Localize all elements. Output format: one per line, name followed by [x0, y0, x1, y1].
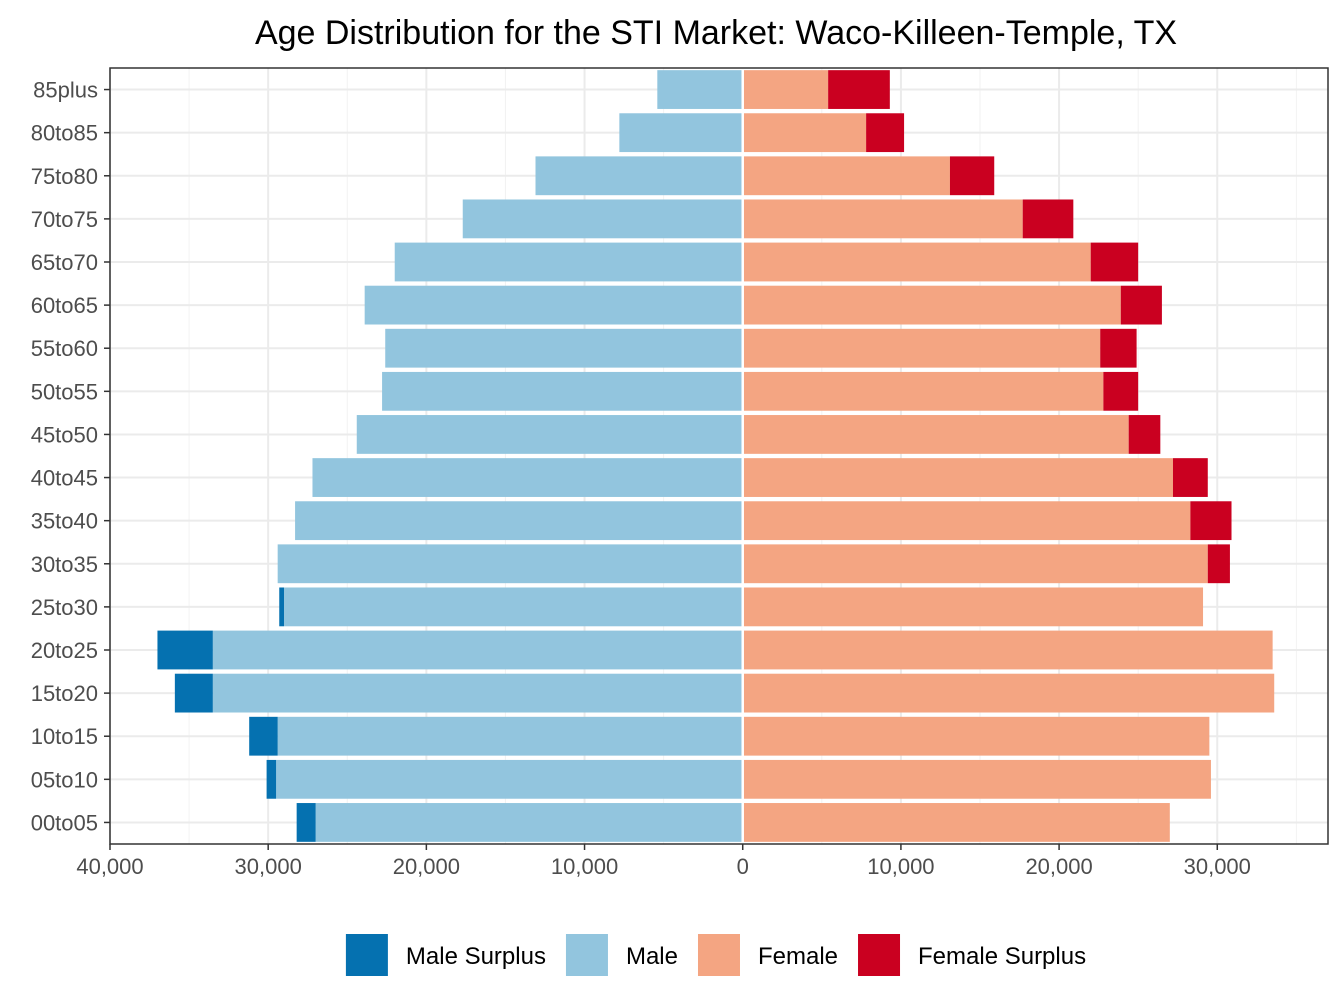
bar-male-50to55 [382, 371, 743, 411]
y-tick-label: 45to50 [31, 422, 98, 447]
bar-male-85plus [657, 70, 743, 109]
bar-female-45to50 [742, 415, 1129, 454]
y-tick-label: 70to75 [31, 207, 98, 232]
bar-female-75to80 [742, 156, 950, 196]
bar-female-surplus-55to60 [1100, 328, 1137, 368]
bar-female-surplus-50to55 [1103, 371, 1139, 411]
legend-label: Male Surplus [406, 943, 546, 970]
y-tick-label: 50to55 [31, 379, 98, 404]
y-tick-label: 25to30 [31, 595, 98, 620]
bar-female-surplus-35to40 [1190, 501, 1232, 541]
legend-label: Male [626, 943, 678, 970]
bar-male-surplus-05to10 [266, 759, 277, 799]
bar-female-surplus-65to70 [1090, 242, 1139, 282]
y-tick-label: 80to85 [31, 121, 98, 146]
legend-key [858, 934, 901, 976]
bar-male-surplus-20to25 [157, 630, 213, 670]
legend-label: Female Surplus [918, 943, 1086, 970]
bar-male-80to85 [619, 113, 743, 153]
x-tick-label: 10,000 [551, 854, 618, 879]
bar-female-surplus-30to35 [1207, 544, 1230, 584]
bar-female-surplus-70to75 [1022, 199, 1074, 239]
bar-female-35to40 [742, 501, 1191, 541]
bar-male-45to50 [356, 415, 743, 454]
legend-key [565, 934, 608, 976]
bar-female-80to85 [742, 113, 867, 153]
x-tick-label: 30,000 [235, 854, 302, 879]
legend: Male Surplus Male Female Female Surplus [345, 934, 1086, 976]
bar-female-surplus-60to65 [1120, 285, 1162, 325]
bar-male-10to15 [277, 716, 743, 756]
bar-female-surplus-80to85 [866, 113, 905, 153]
bar-male-65to70 [394, 242, 743, 282]
y-tick-label: 00to05 [31, 810, 98, 835]
y-tick-label: 35to40 [31, 509, 98, 534]
bar-female-00to05 [742, 803, 1170, 842]
bar-male-20to25 [212, 630, 743, 670]
legend-label: Female [758, 943, 838, 970]
bar-male-surplus-10to15 [249, 716, 278, 756]
bar-male-40to45 [312, 458, 743, 497]
bar-female-05to10 [742, 759, 1211, 799]
y-tick-label: 15to20 [31, 681, 98, 706]
y-tick-label: 30to35 [31, 552, 98, 577]
bar-female-30to35 [742, 544, 1208, 584]
x-tick-label: 0 [737, 854, 749, 879]
legend-key [345, 934, 388, 976]
bar-female-surplus-85plus [828, 70, 890, 109]
y-tick-label: 60to65 [31, 293, 98, 318]
bar-female-50to55 [742, 371, 1104, 411]
bar-female-85plus [742, 70, 829, 109]
bar-male-35to40 [295, 501, 743, 541]
bars-layer [157, 68, 1275, 844]
bar-female-surplus-40to45 [1172, 458, 1208, 497]
bar-male-75to80 [535, 156, 743, 196]
y-tick-label: 10to15 [31, 724, 98, 749]
y-tick-label: 85plus [33, 78, 98, 103]
x-tick-label: 40,000 [76, 854, 143, 879]
bar-female-15to20 [742, 673, 1275, 713]
bar-male-55to60 [385, 328, 743, 368]
bar-female-surplus-75to80 [949, 156, 995, 196]
chart-title: Age Distribution for the STI Market: Wac… [255, 14, 1177, 52]
bar-female-70to75 [742, 199, 1023, 239]
x-tick-label: 30,000 [1184, 854, 1251, 879]
bar-male-surplus-00to05 [296, 803, 316, 842]
bar-female-surplus-45to50 [1128, 415, 1161, 454]
y-tick-label: 75to80 [31, 164, 98, 189]
bar-male-05to10 [276, 759, 743, 799]
bar-male-00to05 [315, 803, 743, 842]
bar-male-surplus-15to20 [174, 673, 213, 713]
y-tick-label: 20to25 [31, 638, 98, 663]
bar-female-25to30 [742, 587, 1204, 627]
bar-male-70to75 [462, 199, 743, 239]
y-tick-label: 05to10 [31, 767, 98, 792]
bar-male-30to35 [277, 544, 743, 584]
bar-female-20to25 [742, 630, 1273, 670]
bar-female-60to65 [742, 285, 1121, 325]
bar-male-60to65 [364, 285, 743, 325]
x-tick-label: 20,000 [393, 854, 460, 879]
y-tick-label: 40to45 [31, 466, 98, 491]
bar-female-10to15 [742, 716, 1210, 756]
panel-border [109, 67, 1329, 845]
bar-female-65to70 [742, 242, 1091, 282]
bar-male-25to30 [284, 587, 743, 627]
x-tick-label: 20,000 [1025, 854, 1092, 879]
y-tick-label: 65to70 [31, 250, 98, 275]
bar-female-55to60 [742, 328, 1101, 368]
bar-male-surplus-25to30 [279, 587, 284, 627]
bar-male-15to20 [212, 673, 743, 713]
y-tick-label: 55to60 [31, 336, 98, 361]
bar-female-40to45 [742, 458, 1173, 497]
x-axis: 40,000 30,000 20,000 10,000 0 10,000 20,000 30,… [76, 844, 1251, 879]
x-tick-label: 10,000 [867, 854, 934, 879]
legend-key [697, 934, 740, 976]
y-axis: 00to05 05to10 10to15 15to20 20to25 25to30 30to… [31, 78, 110, 835]
